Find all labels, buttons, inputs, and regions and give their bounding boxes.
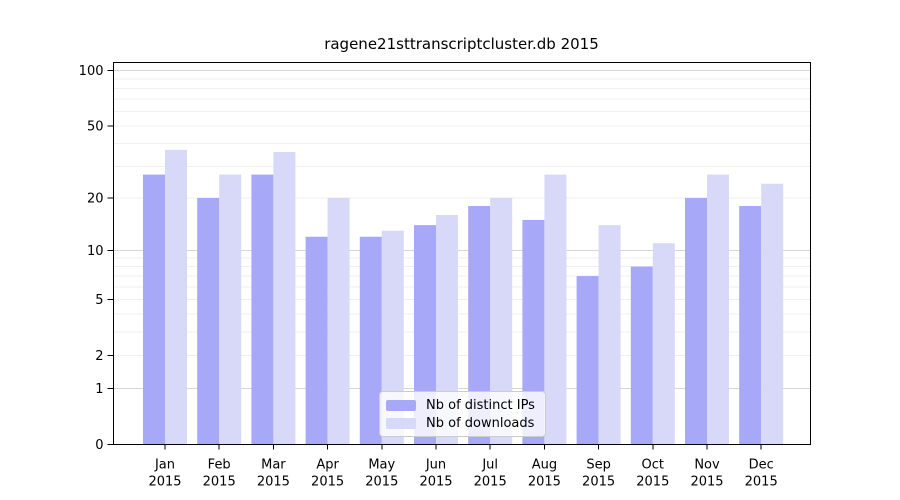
- x-tick-year-aug: 2015: [528, 475, 561, 490]
- y-tick-label-10: 10: [87, 244, 104, 259]
- y-tick-label-5: 5: [95, 293, 103, 308]
- legend-label-ips: Nb of distinct IPs: [426, 397, 535, 413]
- bar-ips-may: [359, 236, 382, 445]
- x-tick-year-feb: 2015: [203, 475, 236, 490]
- bar-downloads-jul: [490, 197, 513, 445]
- x-tick-label-nov: Nov: [694, 458, 720, 473]
- y-tick-label-2: 2: [95, 349, 103, 364]
- bar-ips-nov: [685, 197, 707, 445]
- bar-ips-apr: [305, 236, 328, 445]
- y-tick-label-0: 0: [95, 438, 103, 453]
- bar-ips-dec: [739, 206, 762, 445]
- x-tick-label-jan: Jan: [154, 458, 175, 473]
- y-tick-label-1: 1: [95, 382, 103, 397]
- x-tick-label-oct: Oct: [642, 458, 664, 473]
- bar-downloads-oct: [652, 243, 675, 445]
- bar-ips-sep: [576, 276, 599, 445]
- legend-swatch-ips: [386, 399, 416, 411]
- x-tick-year-nov: 2015: [690, 475, 723, 490]
- bar-ips-feb: [197, 197, 220, 445]
- bar-ips-oct: [630, 266, 653, 445]
- bar-ips-jul: [468, 206, 491, 445]
- x-tick-year-jun: 2015: [419, 475, 452, 490]
- x-tick-year-oct: 2015: [636, 475, 669, 490]
- bar-downloads-sep: [598, 225, 621, 445]
- bar-ips-mar: [251, 174, 274, 445]
- x-tick-label-jul: Jul: [481, 458, 498, 473]
- x-tick-year-dec: 2015: [745, 475, 778, 490]
- bar-downloads-jan: [165, 149, 187, 445]
- bar-ips-jun: [414, 225, 436, 445]
- bar-downloads-apr: [327, 197, 350, 445]
- chart-title: ragene21sttranscriptcluster.db 2015: [324, 35, 599, 53]
- x-tick-label-aug: Aug: [532, 458, 557, 473]
- y-tick-label-50: 50: [87, 120, 104, 135]
- plot-border: [113, 62, 811, 445]
- bar-downloads-jun: [436, 215, 458, 445]
- x-tick-year-mar: 2015: [257, 475, 290, 490]
- bar-downloads-aug: [544, 174, 567, 445]
- y-tick-label-100: 100: [79, 64, 104, 79]
- x-tick-label-may: May: [368, 458, 395, 473]
- legend-item-downloads: Nb of downloads: [386, 415, 539, 432]
- bar-downloads-feb: [219, 174, 242, 445]
- bar-downloads-mar: [273, 152, 296, 445]
- x-tick-year-jul: 2015: [474, 475, 507, 490]
- legend-label-downloads: Nb of downloads: [426, 415, 535, 431]
- bar-ips-jan: [143, 174, 165, 445]
- y-tick-label-20: 20: [87, 191, 104, 206]
- x-tick-label-dec: Dec: [749, 458, 774, 473]
- x-tick-year-apr: 2015: [311, 475, 344, 490]
- bar-downloads-nov: [707, 174, 729, 445]
- x-tick-year-sep: 2015: [582, 475, 615, 490]
- x-tick-year-may: 2015: [365, 475, 398, 490]
- x-tick-label-sep: Sep: [586, 458, 611, 473]
- legend: Nb of distinct IPs Nb of downloads: [379, 391, 546, 437]
- legend-swatch-downloads: [386, 417, 416, 429]
- x-tick-label-jun: Jun: [425, 458, 446, 473]
- x-tick-label-feb: Feb: [208, 458, 231, 473]
- bar-downloads-dec: [761, 183, 784, 445]
- x-tick-label-mar: Mar: [261, 458, 286, 473]
- legend-item-distinct-ips: Nb of distinct IPs: [386, 397, 539, 414]
- bar-ips-aug: [522, 219, 545, 445]
- x-tick-year-jan: 2015: [148, 475, 181, 490]
- x-tick-label-apr: Apr: [316, 458, 339, 473]
